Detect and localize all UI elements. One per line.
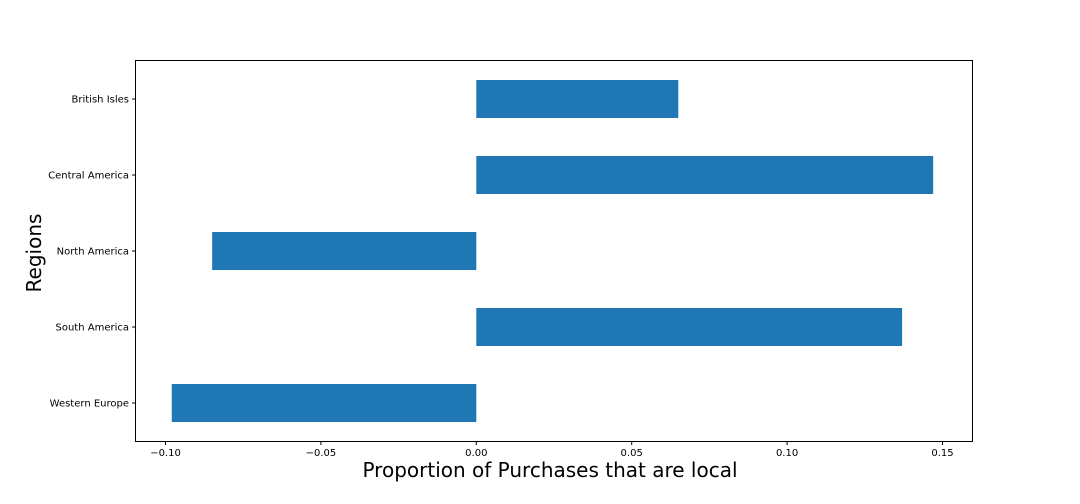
bars-group bbox=[171, 80, 934, 422]
x-tick-label: 0.15 bbox=[931, 448, 953, 459]
x-tick-label: −0.10 bbox=[150, 448, 181, 459]
y-tick-label: British Isles bbox=[72, 95, 129, 106]
bar-south-america bbox=[476, 308, 903, 346]
bar-north-america bbox=[212, 232, 477, 270]
x-axis-ticks: −0.10 −0.05 0.00 0.05 0.10 0.15 bbox=[150, 441, 954, 459]
y-axis-ticks: British Isles Central America North Americ… bbox=[48, 95, 136, 410]
bar-western-europe bbox=[171, 384, 477, 422]
x-tick-label: −0.05 bbox=[306, 448, 337, 459]
x-tick-label: 0.05 bbox=[621, 448, 643, 459]
y-axis-title: Regions bbox=[22, 214, 46, 293]
bar-british-isles bbox=[476, 80, 679, 118]
x-axis-title: Proportion of Purchases that are local bbox=[362, 458, 737, 482]
x-tick-label: 0.00 bbox=[465, 448, 487, 459]
y-tick-label: North America bbox=[57, 247, 129, 258]
y-tick-label: South America bbox=[56, 323, 130, 334]
x-tick-label: 0.10 bbox=[776, 448, 798, 459]
y-tick-label: Central America bbox=[48, 171, 129, 182]
y-tick-label: Western Europe bbox=[50, 399, 129, 410]
bar-central-america bbox=[476, 156, 934, 194]
